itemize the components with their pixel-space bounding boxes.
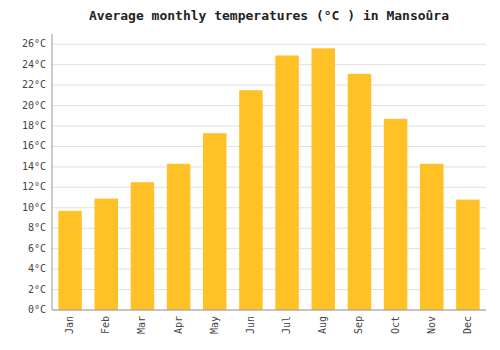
x-tick-label: Mar — [136, 316, 147, 334]
x-tick-label: Jun — [245, 316, 256, 334]
bar — [456, 200, 480, 310]
y-tick-label: 20°C — [22, 100, 46, 111]
grid-line — [52, 44, 486, 45]
y-tick-label: 12°C — [22, 181, 46, 192]
y-tick-label: 26°C — [22, 38, 46, 49]
bar — [348, 74, 372, 310]
y-tick-label: 4°C — [28, 263, 46, 274]
bar — [203, 133, 227, 310]
y-tick-label: 8°C — [28, 222, 46, 233]
x-tick-label: Dec — [462, 316, 473, 334]
y-tick-label: 14°C — [22, 161, 46, 172]
x-tick-label: May — [209, 316, 220, 334]
bar — [275, 55, 299, 310]
x-tick-label: Aug — [317, 316, 328, 334]
bar — [384, 119, 408, 310]
x-tick-label: Oct — [390, 316, 401, 334]
y-tick-labels: 0°C 2°C 4°C 6°C 8°C 10°C 12°C 14°C 16°C 18°C 20°C 2… — [22, 38, 46, 315]
y-tick-label: 24°C — [22, 59, 46, 70]
x-tick-label: Apr — [173, 316, 184, 334]
bar — [167, 164, 191, 310]
y-tick-label: 18°C — [22, 120, 46, 131]
x-tick-label: Jul — [281, 316, 292, 334]
grid — [52, 44, 486, 310]
bar — [131, 182, 155, 310]
y-tick-label: 6°C — [28, 243, 46, 254]
chart: Average monthly temperatures (°C ) in Ma… — [0, 0, 500, 350]
bar — [58, 211, 82, 310]
x-axis-line — [52, 310, 486, 311]
grid-line — [52, 126, 486, 127]
x-tick-labels: Jan Feb Mar Apr May Jun Jul Aug Sep Oct Nov Dec — [64, 316, 473, 334]
y-tick-label: 16°C — [22, 140, 46, 151]
page: {"chart_data": {"type": "bar", "title": … — [0, 0, 500, 350]
bar — [311, 48, 335, 310]
y-tick-label: 2°C — [28, 284, 46, 295]
y-tick-label: 22°C — [22, 79, 46, 90]
y-axis-line — [52, 34, 53, 310]
grid-line — [52, 105, 486, 106]
y-tick-label: 10°C — [22, 202, 46, 213]
grid-line — [52, 85, 486, 86]
grid-line — [52, 146, 486, 147]
title: Average monthly temperatures (°C ) in Ma… — [89, 8, 449, 23]
x-tick-label: Jan — [64, 316, 75, 334]
bars — [58, 48, 479, 310]
bar — [94, 199, 118, 310]
x-tick-label: Nov — [426, 316, 437, 334]
grid-line — [52, 310, 486, 311]
bar — [420, 164, 444, 310]
x-tick-label: Sep — [353, 316, 364, 334]
bar — [239, 90, 263, 310]
x-tick-label: Feb — [100, 316, 111, 334]
y-tick-label: 0°C — [28, 304, 46, 315]
chart-container: Average monthly temperatures (°C ) in Ma… — [0, 0, 500, 350]
grid-line — [52, 64, 486, 65]
